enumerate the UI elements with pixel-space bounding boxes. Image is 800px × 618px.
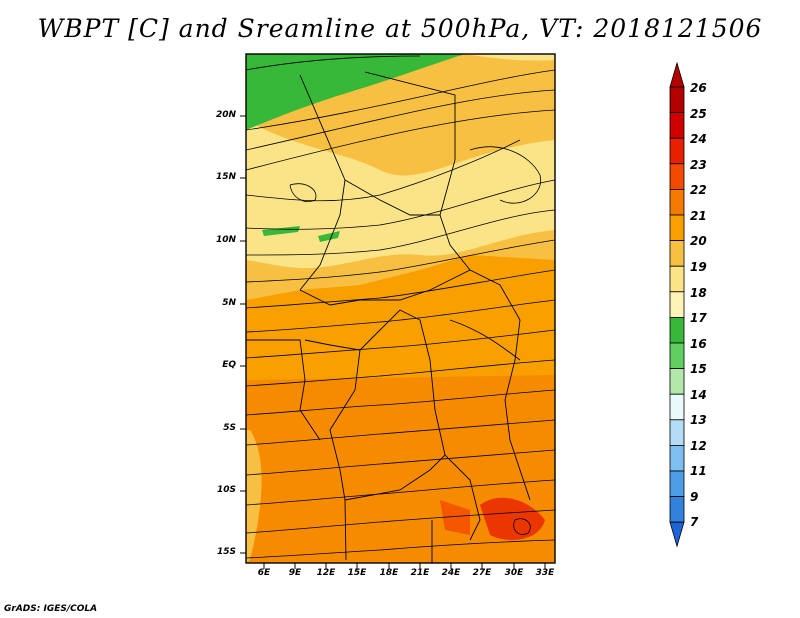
lat-label-15n: 15N — [215, 172, 236, 182]
colorbar-label: 22 — [690, 183, 707, 197]
lat-label-20n: 20N — [215, 110, 236, 120]
colorbar-label: 25 — [690, 107, 707, 121]
colorbar — [669, 61, 685, 548]
colorbar-label: 21 — [690, 209, 707, 223]
lon-label-9e: 9E — [288, 568, 302, 578]
lat-label-15s: 15S — [216, 547, 236, 557]
colorbar-swatch — [669, 368, 685, 395]
colorbar-top-arrow — [669, 61, 685, 88]
colorbar-label: 18 — [690, 286, 707, 300]
lat-label-10n: 10N — [215, 235, 236, 245]
colorbar-label: 13 — [690, 413, 707, 427]
map-frame — [245, 53, 556, 564]
colorbar-label: 26 — [690, 81, 707, 95]
colorbar-swatch — [669, 316, 685, 344]
lat-label-eq: EQ — [222, 360, 236, 370]
lat-label-10s: 10S — [216, 485, 236, 495]
colorbar-label: 20 — [690, 234, 707, 248]
lon-label-21e: 21E — [410, 568, 430, 578]
colorbar-swatch — [669, 86, 685, 114]
colorbar-label: 7 — [690, 515, 699, 529]
colorbar-label: 15 — [690, 362, 707, 376]
colorbar-swatch — [669, 163, 685, 190]
colorbar-label: 16 — [690, 337, 707, 351]
colorbar-label: 12 — [690, 439, 707, 453]
colorbar-label: 9 — [690, 490, 699, 504]
lat-label-5s: 5S — [223, 423, 236, 433]
colorbar-swatch — [669, 291, 685, 318]
colorbar-label: 14 — [690, 388, 707, 402]
colorbar-bottom-arrow — [669, 521, 685, 548]
colorbar-swatch — [669, 419, 685, 446]
colorbar-label: 19 — [690, 260, 707, 274]
colorbar-swatch — [669, 137, 685, 165]
lat-label-5n: 5N — [222, 298, 236, 308]
lon-label-24e: 24E — [441, 568, 461, 578]
map-title: WBPT [C] and Sreamline at 500hPa, VT: 20… — [37, 14, 763, 43]
colorbar-label: 17 — [690, 311, 707, 325]
colorbar-swatch — [669, 214, 685, 242]
colorbar-swatch — [669, 265, 685, 293]
colorbar-label: 23 — [690, 158, 707, 172]
colorbar-swatch — [669, 240, 685, 267]
colorbar-swatch — [669, 393, 685, 421]
footer-credit: GrADS: IGES/COLA — [4, 604, 98, 614]
lon-label-27e: 27E — [472, 568, 492, 578]
streamlines — [246, 55, 555, 559]
lon-label-33e: 33E — [535, 568, 555, 578]
colorbar-label: 24 — [690, 132, 707, 146]
colorbar-swatch — [669, 342, 685, 370]
colorbar-swatch — [669, 496, 685, 523]
lon-label-18e: 18E — [379, 568, 399, 578]
lon-label-15e: 15E — [347, 568, 367, 578]
colorbar-swatch — [669, 444, 685, 472]
axis-ticks — [240, 115, 546, 569]
colorbar-label: 11 — [690, 464, 707, 478]
colorbar-swatch — [669, 112, 685, 139]
wbpt-shading — [246, 54, 555, 563]
colorbar-swatch — [669, 188, 685, 216]
lon-label-12e: 12E — [316, 568, 336, 578]
country-borders — [246, 71, 531, 563]
lon-label-6e: 6E — [257, 568, 271, 578]
lon-label-30e: 30E — [504, 568, 524, 578]
colorbar-swatch — [669, 470, 685, 498]
